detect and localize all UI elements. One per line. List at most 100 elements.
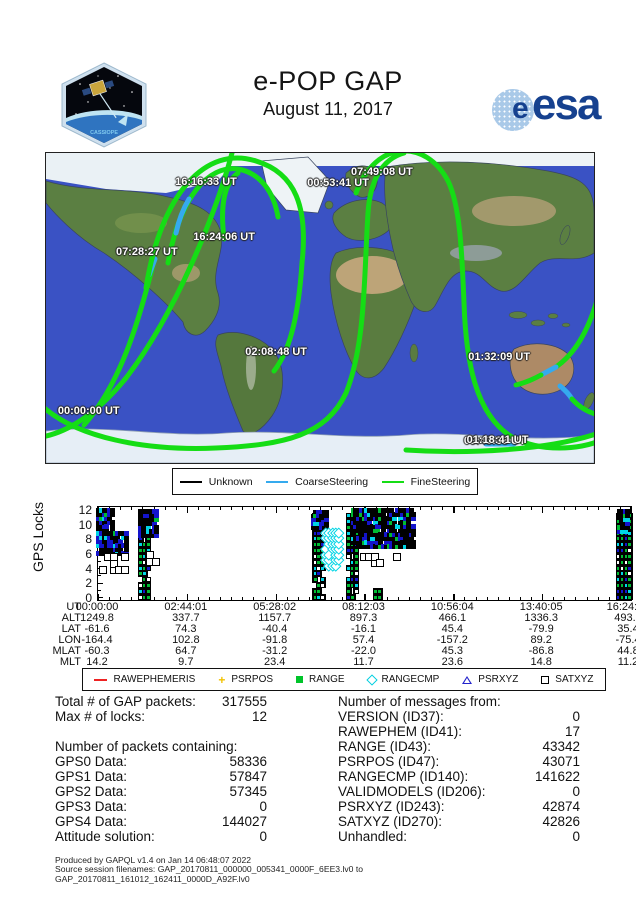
data-marker [394, 535, 400, 541]
y-tick-label: 8 [85, 532, 92, 547]
x-minor-tick-top [553, 507, 555, 510]
x-minor-tick [531, 597, 533, 600]
data-marker [358, 515, 364, 521]
data-marker [140, 509, 146, 514]
data-marker [353, 576, 360, 583]
data-marker [405, 511, 411, 517]
axis-value: 44.8 [617, 644, 636, 657]
data-marker [145, 576, 152, 583]
data-marker-inner [143, 578, 147, 582]
x-minor-tick-top [175, 507, 177, 510]
data-marker [392, 552, 401, 561]
data-marker [353, 547, 360, 554]
data-marker [353, 559, 360, 566]
axis-value: 102.8 [172, 633, 200, 646]
data-marker [392, 515, 398, 521]
data-marker [104, 512, 110, 517]
data-marker [364, 519, 370, 525]
data-marker [403, 531, 409, 537]
data-marker [350, 511, 356, 517]
data-marker [364, 515, 370, 521]
data-marker [383, 519, 389, 525]
legend-label: RANGECMP [381, 674, 440, 685]
data-marker-inner [146, 583, 150, 587]
data-marker [310, 525, 316, 531]
data-marker-inner [628, 578, 632, 582]
data-marker [315, 547, 322, 554]
data-marker [386, 543, 392, 549]
x-minor-tick-top [231, 507, 233, 510]
data-marker [356, 519, 362, 525]
axis-value: 45.4 [441, 622, 464, 635]
data-marker [118, 551, 124, 556]
data-marker-inner [317, 549, 321, 553]
data-marker [369, 523, 375, 529]
data-marker [140, 525, 146, 530]
x-minor-tick [386, 597, 388, 600]
data-marker-inner [354, 583, 358, 587]
data-marker [403, 543, 409, 549]
x-minor-tick-top [508, 507, 510, 510]
x-minor-tick [442, 597, 444, 600]
data-marker-inner [351, 572, 355, 576]
data-marker [109, 532, 115, 537]
data-marker [141, 547, 148, 554]
data-marker [137, 547, 144, 554]
data-marker [318, 525, 324, 531]
data-marker-inner [628, 595, 632, 599]
data-marker-inner [354, 589, 358, 593]
data-marker-inner [351, 595, 355, 599]
data-marker [622, 529, 628, 534]
data-marker-inner [347, 583, 351, 587]
data-marker-inner [624, 595, 628, 599]
data-marker [145, 588, 152, 595]
data-marker [107, 539, 113, 544]
x-minor-tick [220, 597, 222, 600]
stats-value: 43071 [542, 754, 580, 769]
data-marker [356, 527, 362, 533]
data-marker [367, 507, 373, 513]
data-marker [345, 518, 352, 525]
data-marker [345, 547, 352, 554]
axis-value: 16:24:06 [606, 601, 636, 613]
x-tick-mark-top [275, 507, 277, 513]
data-marker [389, 519, 395, 525]
stats-row: GPS0 Data: 58336 [55, 754, 267, 769]
data-marker [375, 539, 381, 545]
x-tick-mark-top [186, 507, 189, 513]
axis-value: 13:40:05 [519, 601, 563, 613]
data-marker [364, 543, 370, 549]
rawephemeris-marker-icon [94, 678, 108, 681]
data-marker-inner [628, 554, 632, 558]
data-marker [350, 539, 356, 545]
data-marker [626, 541, 633, 548]
data-marker [313, 513, 319, 519]
satellite-track [403, 431, 594, 455]
data-marker [101, 539, 107, 544]
stats-label: RAWEPHEM (ID41): [338, 724, 463, 739]
data-marker [403, 523, 409, 529]
data-marker [312, 576, 319, 583]
x-minor-tick-top [453, 507, 455, 510]
data-marker [101, 508, 107, 513]
data-marker [623, 535, 630, 542]
data-marker-inner [139, 543, 143, 547]
data-marker [356, 515, 362, 521]
x-minor-tick [275, 597, 277, 600]
data-marker [353, 535, 359, 541]
data-marker [312, 588, 319, 595]
data-marker [619, 529, 625, 534]
axis-row-alt: ALT 1249.8 337.7 1157.7 897.3 466.1 1336.3 493.… [62, 612, 636, 624]
data-marker [148, 513, 154, 518]
data-marker [115, 531, 121, 536]
axis-value: -79.9 [528, 622, 554, 635]
stats-value: 57847 [229, 769, 267, 784]
axis-value: 74.3 [175, 622, 197, 635]
data-marker-inner [143, 583, 147, 587]
data-marker [615, 594, 622, 601]
data-marker [389, 523, 395, 529]
data-marker [145, 541, 152, 548]
data-marker [375, 523, 381, 529]
data-marker [353, 553, 360, 560]
data-marker [315, 530, 322, 537]
